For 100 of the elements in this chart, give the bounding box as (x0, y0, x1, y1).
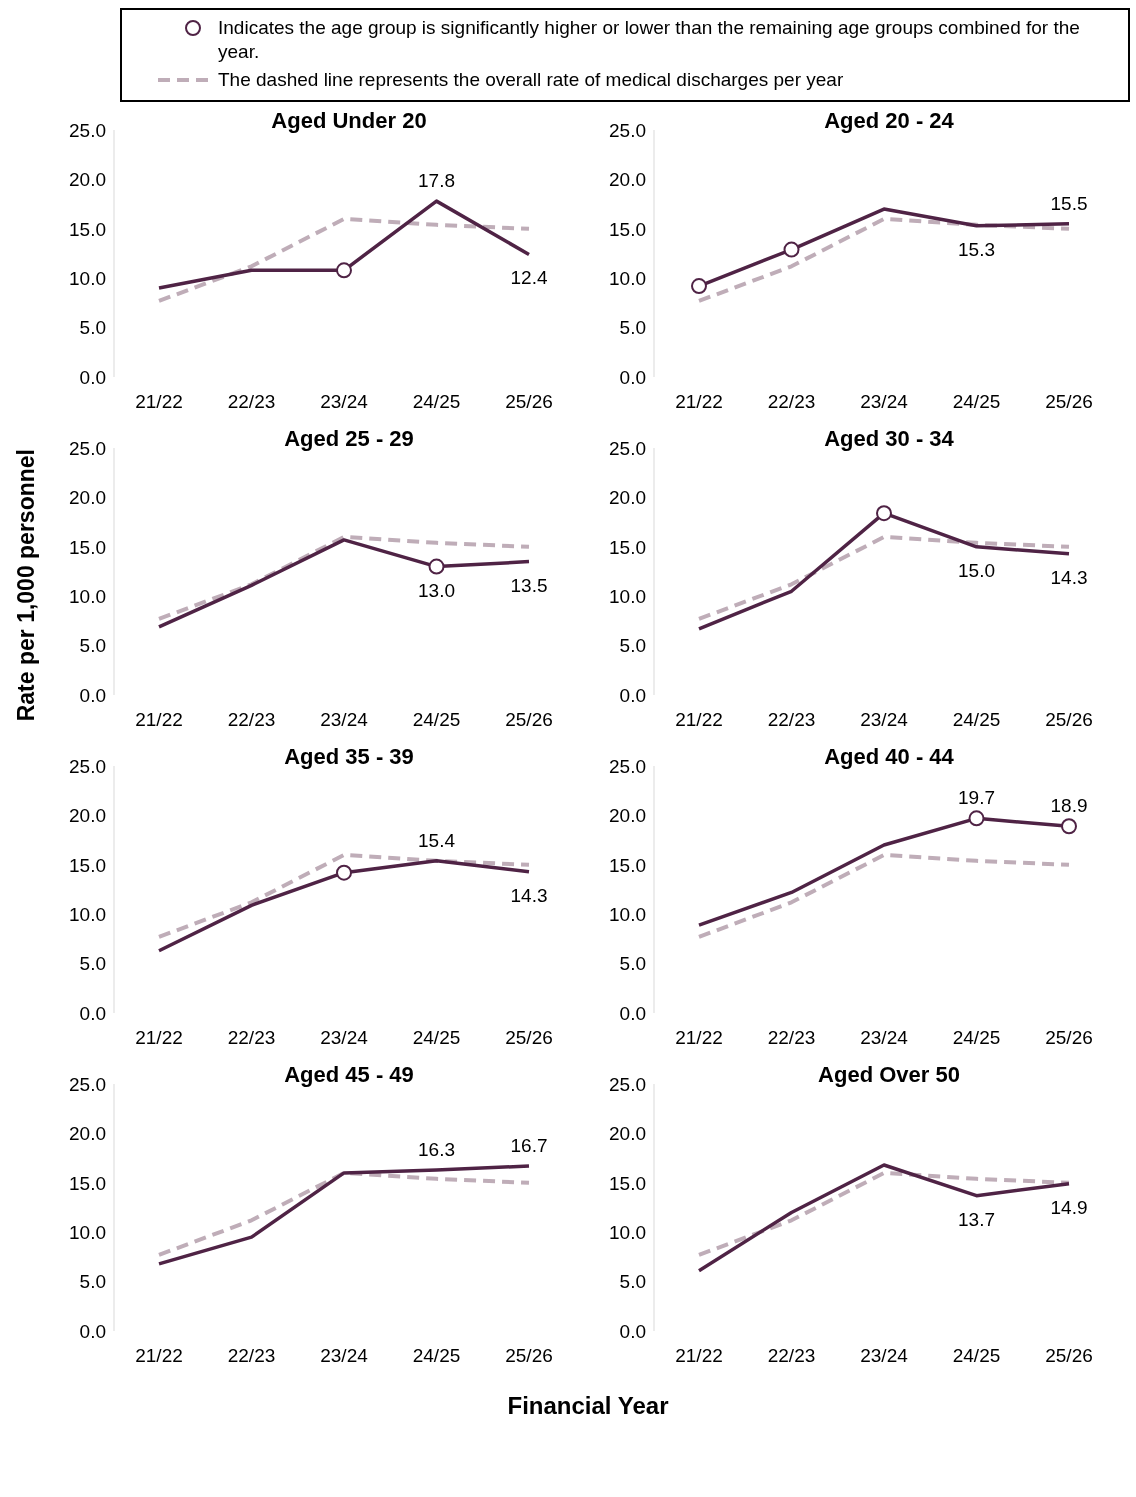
chart-title: Aged 20 - 24 (823, 108, 955, 134)
data-label: 14.3 (1050, 566, 1088, 588)
x-tick-label: 21/22 (135, 391, 183, 413)
y-tick-label: 0.0 (619, 366, 646, 388)
y-tick-label: 25.0 (609, 437, 646, 459)
y-tick-label: 10.0 (69, 1221, 106, 1243)
y-tick-label: 25.0 (609, 1073, 646, 1095)
x-axis-title: Financial Year (506, 1392, 670, 1420)
y-tick-label: 15.0 (69, 854, 106, 876)
x-tick-label: 25/26 (505, 1027, 553, 1049)
y-tick-label: 10.0 (69, 585, 106, 607)
x-tick-label: 24/25 (952, 709, 1001, 731)
x-tick-label: 23/24 (860, 391, 909, 413)
x-tick-label: 21/22 (675, 1345, 723, 1367)
data-label: 18.9 (1050, 795, 1088, 817)
line-series (697, 216, 1071, 303)
y-tick-label: 0.0 (619, 1320, 646, 1342)
x-tick-label: 22/23 (767, 1345, 816, 1367)
x-tick-label: 23/24 (320, 709, 369, 731)
x-tick-label: 25/26 (1045, 1027, 1093, 1049)
x-tick-label: 22/23 (767, 709, 816, 731)
legend-label: Indicates the age group is significantly higher or lower than the remaining age groups combined for the year. (218, 16, 1081, 64)
y-tick-label: 0.0 (619, 1002, 646, 1024)
y-tick-label: 25.0 (609, 755, 646, 777)
y-tick-label: 15.0 (69, 1172, 106, 1194)
x-tick-label: 25/26 (505, 391, 553, 413)
y-tick-label: 15.0 (69, 536, 106, 558)
y-tick-label: 20.0 (609, 1123, 646, 1145)
y-tick-label: 20.0 (609, 805, 646, 827)
x-tick-label: 23/24 (320, 391, 369, 413)
y-tick-label: 0.0 (79, 684, 106, 706)
y-tick-label: 20.0 (69, 1123, 106, 1145)
data-label: 13.5 (510, 574, 548, 596)
y-tick-label: 5.0 (79, 1271, 106, 1293)
x-tick-label: 22/23 (767, 1027, 816, 1049)
y-tick-label: 0.0 (79, 1002, 106, 1024)
y-tick-label: 10.0 (609, 1221, 646, 1243)
chart-title: Aged 25 - 29 (283, 426, 415, 452)
x-tick-label: 21/22 (675, 391, 723, 413)
chart-title: Aged 30 - 34 (823, 426, 955, 452)
chart-title: Aged 40 - 44 (823, 744, 955, 770)
y-tick-label: 15.0 (609, 536, 646, 558)
x-tick-label: 23/24 (860, 1027, 909, 1049)
x-tick-label: 23/24 (320, 1345, 369, 1367)
x-tick-label: 24/25 (412, 1027, 461, 1049)
data-label: 14.3 (510, 884, 548, 906)
data-label: 16.7 (510, 1135, 548, 1156)
data-label: 13.0 (418, 579, 455, 601)
x-tick-label: 24/25 (952, 1345, 1001, 1367)
x-tick-label: 22/23 (767, 391, 816, 413)
y-tick-label: 25.0 (609, 119, 646, 141)
y-tick-label: 10.0 (609, 267, 646, 289)
data-label: 17.8 (418, 170, 455, 192)
line-series (697, 852, 1071, 939)
chart-title: Aged Under 20 (270, 108, 428, 134)
y-tick-label: 15.0 (69, 218, 106, 240)
x-tick-label: 24/25 (952, 1027, 1001, 1049)
y-tick-label: 10.0 (609, 903, 646, 925)
data-label: 15.3 (958, 238, 995, 260)
y-tick-label: 25.0 (69, 437, 106, 459)
x-tick-label: 21/22 (135, 709, 183, 731)
y-tick-label: 5.0 (619, 635, 646, 657)
data-label: 15.5 (1050, 192, 1088, 214)
y-tick-label: 25.0 (69, 1073, 106, 1095)
y-tick-label: 15.0 (609, 854, 646, 876)
x-tick-label: 21/22 (135, 1345, 183, 1367)
y-tick-label: 25.0 (69, 119, 106, 141)
x-tick-label: 25/26 (1045, 709, 1093, 731)
x-tick-label: 22/23 (227, 709, 276, 731)
x-tick-label: 23/24 (860, 1345, 909, 1367)
x-tick-label: 25/26 (1045, 391, 1093, 413)
x-tick-label: 23/24 (320, 1027, 369, 1049)
y-tick-label: 20.0 (69, 487, 106, 509)
y-tick-label: 10.0 (69, 903, 106, 925)
x-tick-label: 24/25 (412, 391, 461, 413)
x-tick-label: 22/23 (227, 1027, 276, 1049)
y-tick-label: 5.0 (619, 1271, 646, 1293)
y-tick-label: 20.0 (609, 169, 646, 191)
y-tick-label: 25.0 (69, 755, 106, 777)
y-tick-label: 5.0 (79, 317, 106, 339)
x-tick-label: 25/26 (505, 1345, 553, 1367)
chart-title: Aged Over 50 (817, 1062, 961, 1088)
y-tick-label: 5.0 (79, 953, 106, 975)
data-label: 15.0 (958, 559, 995, 581)
x-tick-label: 21/22 (135, 1027, 183, 1049)
legend-label: The dashed line represents the overall rate of medical discharges per year (218, 68, 844, 92)
y-tick-label: 5.0 (619, 953, 646, 975)
y-tick-label: 5.0 (79, 635, 106, 657)
y-tick-label: 20.0 (609, 487, 646, 509)
x-tick-label: 25/26 (1045, 1345, 1093, 1367)
y-tick-label: 0.0 (79, 366, 106, 388)
x-tick-label: 21/22 (675, 1027, 723, 1049)
y-tick-label: 10.0 (69, 267, 106, 289)
y-tick-label: 5.0 (619, 317, 646, 339)
x-tick-label: 24/25 (952, 391, 1001, 413)
x-tick-label: 24/25 (412, 709, 461, 731)
y-tick-label: 15.0 (609, 1172, 646, 1194)
chart-title: Aged 45 - 49 (283, 1062, 415, 1088)
x-tick-label: 25/26 (505, 709, 553, 731)
data-label: 12.4 (510, 267, 548, 289)
